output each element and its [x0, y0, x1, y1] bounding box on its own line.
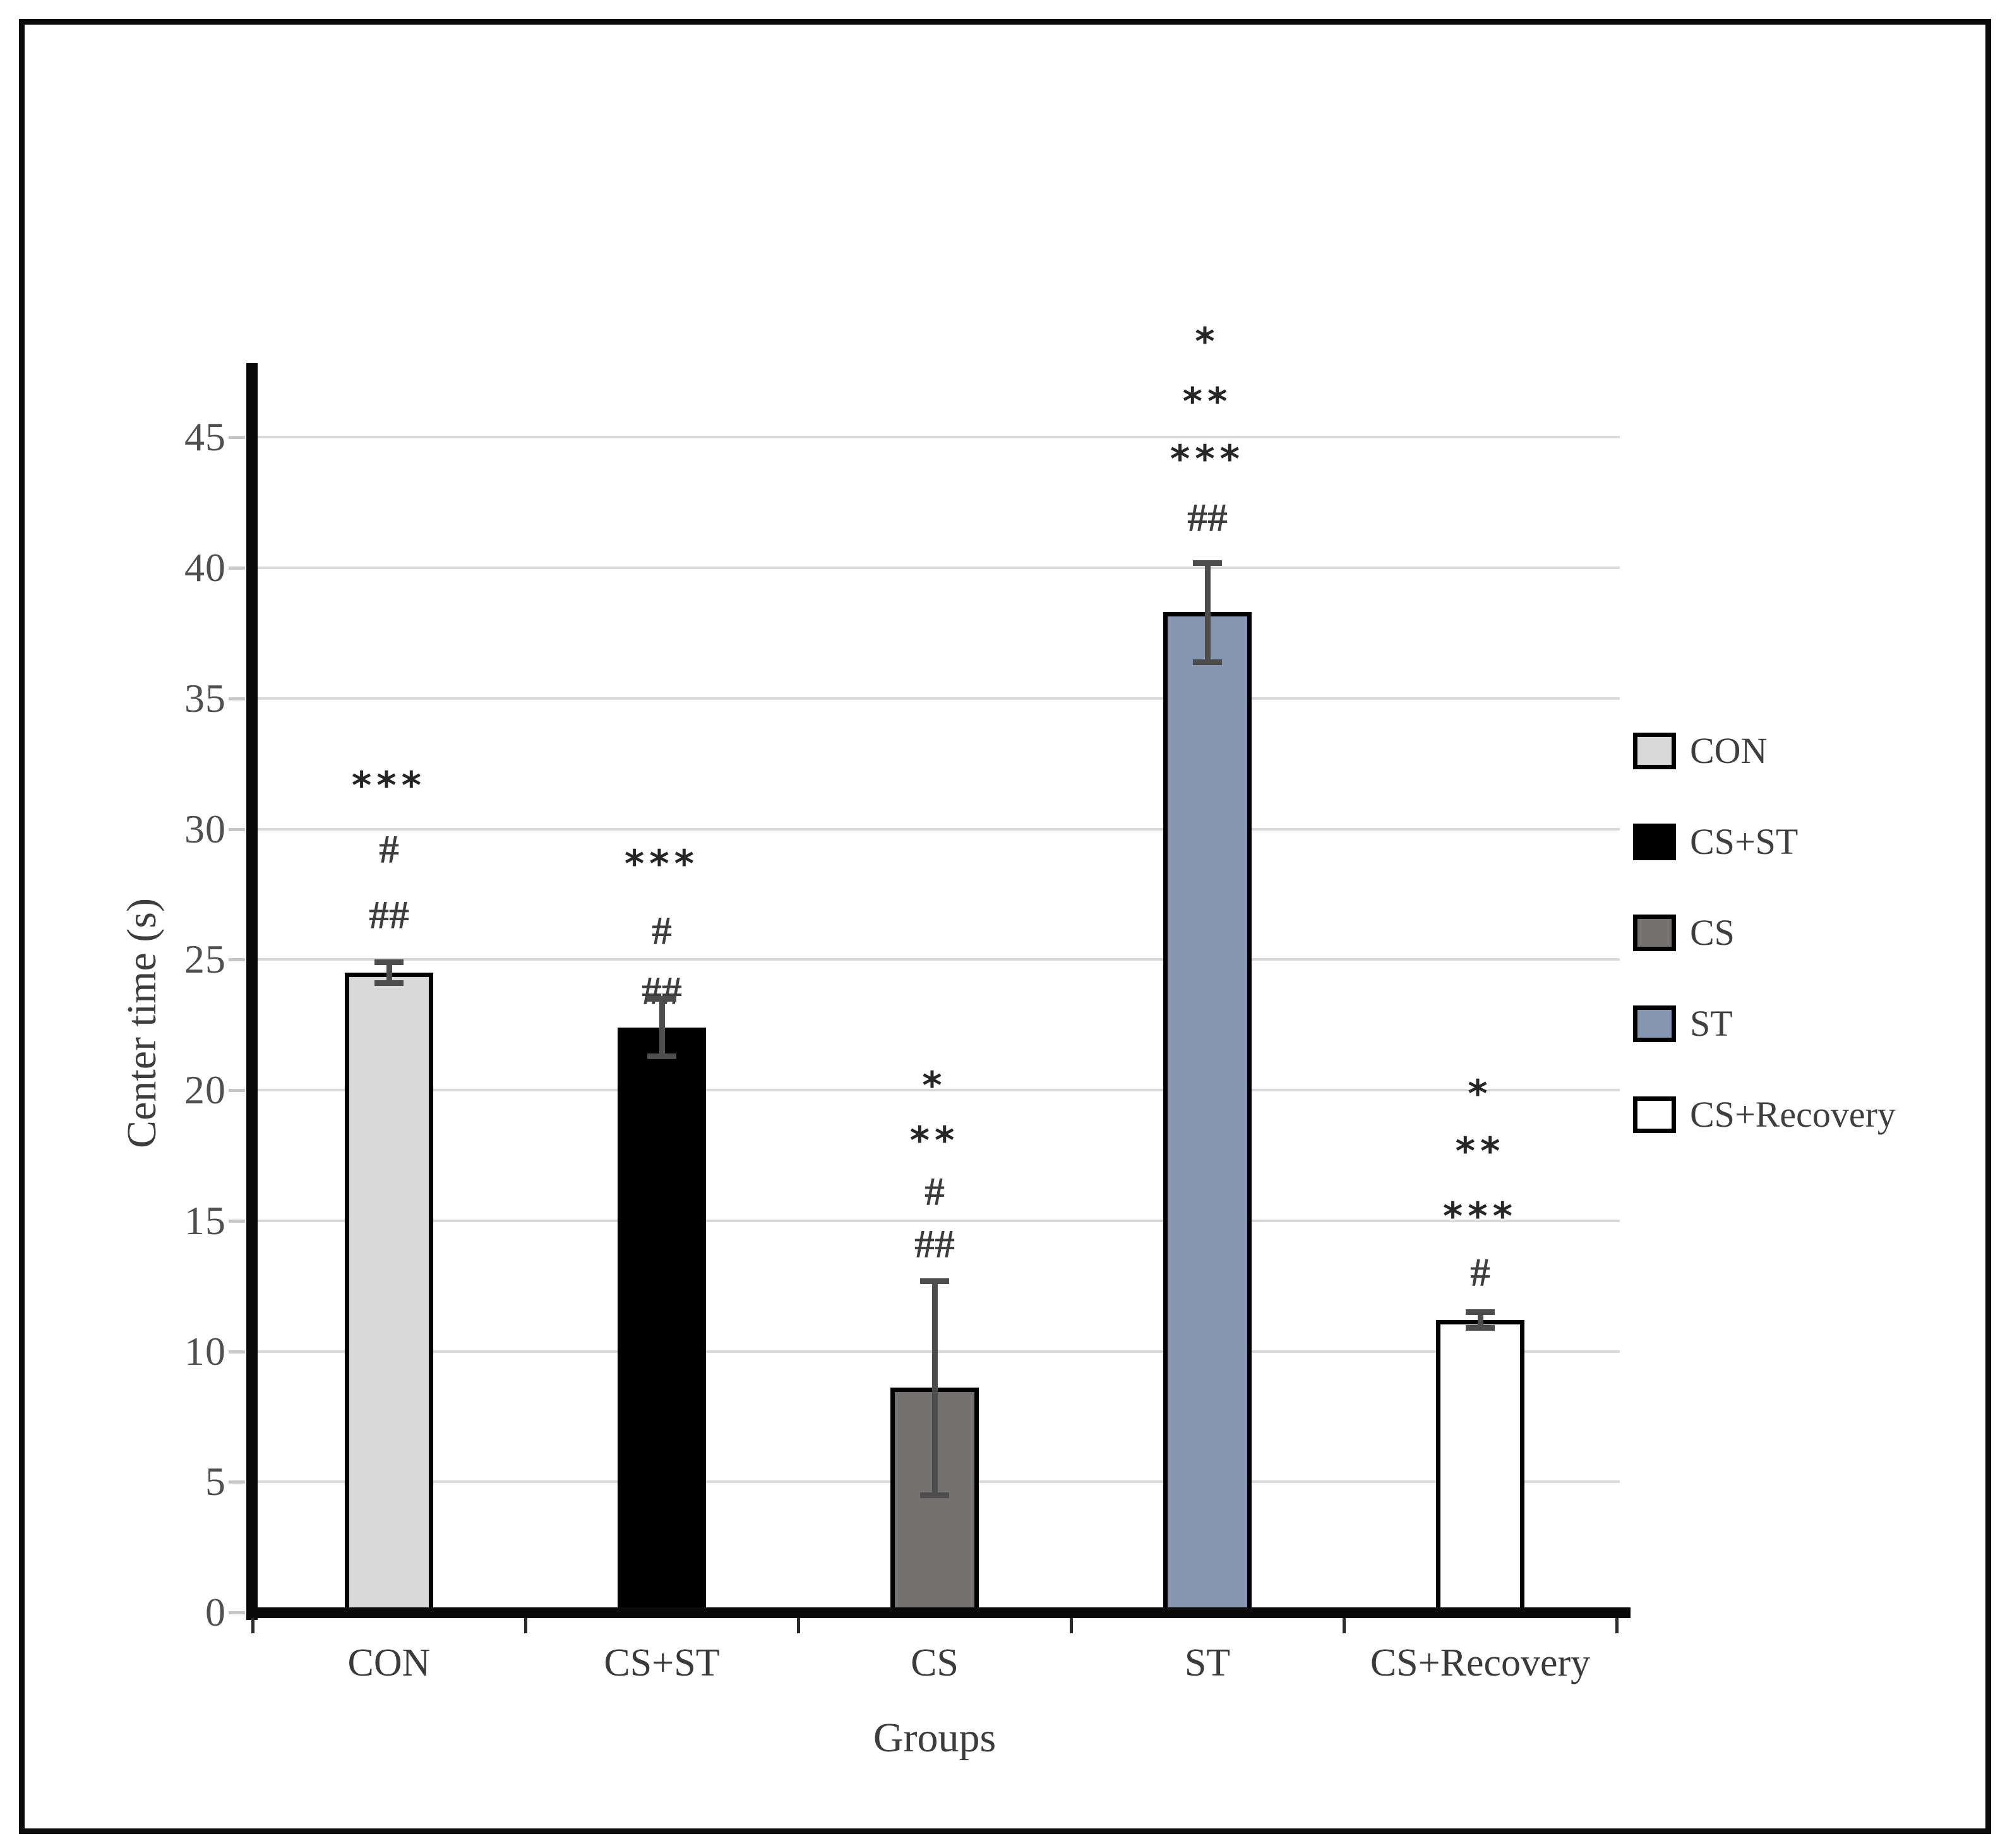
error-bar-cap-bottom: [1466, 1325, 1495, 1331]
y-tick-label: 25: [184, 937, 226, 982]
gridline: [258, 827, 1620, 831]
y-tick-label: 30: [184, 806, 226, 851]
legend-entry: ST: [1633, 1002, 1733, 1045]
y-tick-mark: [229, 1611, 245, 1614]
y-tick-mark: [229, 567, 245, 570]
gridline: [258, 1219, 1620, 1222]
gridline: [258, 1350, 1620, 1353]
significance-hashes: ##: [914, 1221, 955, 1266]
gridline: [258, 958, 1620, 961]
significance-stars: *: [922, 1064, 947, 1108]
y-tick-label: 45: [184, 414, 226, 460]
y-tick-mark: [229, 1219, 245, 1223]
legend-label: CS: [1690, 912, 1735, 953]
error-bar-cap-top: [1466, 1309, 1495, 1316]
x-category-label: CS: [911, 1641, 959, 1684]
significance-stars: *: [1195, 319, 1220, 364]
significance-hashes: #: [652, 908, 672, 953]
significance-stars: ***: [1170, 436, 1245, 481]
legend-swatch: [1633, 732, 1676, 769]
y-tick-label: 15: [184, 1197, 226, 1243]
significance-hashes: #: [925, 1169, 945, 1215]
y-tick-mark: [229, 697, 245, 700]
y-tick-label: 5: [205, 1459, 226, 1504]
error-bar-cap-bottom: [1193, 659, 1222, 665]
y-tick-label: 40: [184, 545, 226, 590]
gridline: [258, 567, 1620, 569]
legend-swatch: [1633, 1096, 1676, 1133]
legend-label: CON: [1690, 730, 1768, 771]
error-bar-cap-bottom: [920, 1492, 949, 1498]
legend-label: ST: [1690, 1003, 1733, 1044]
legend-swatch: [1633, 823, 1676, 860]
legend-swatch: [1633, 914, 1676, 951]
x-tick-mark: [524, 1618, 527, 1633]
error-bar: [659, 999, 665, 1057]
x-tick-mark: [797, 1618, 800, 1633]
bar-CS+ST: [618, 1027, 706, 1612]
y-tick-label: 10: [184, 1328, 226, 1374]
significance-stars: **: [1455, 1129, 1505, 1173]
x-category-label: ST: [1184, 1641, 1231, 1684]
error-bar: [1478, 1312, 1483, 1328]
gridline: [258, 436, 1620, 439]
error-bar: [386, 962, 392, 983]
x-tick-mark: [251, 1618, 254, 1633]
y-tick-label: 35: [184, 675, 226, 721]
error-bar-cap-top: [374, 959, 404, 966]
legend-entry: CS: [1633, 911, 1735, 954]
x-category-label: CS+ST: [604, 1641, 720, 1684]
bar-CON: [345, 972, 433, 1612]
significance-stars: **: [909, 1119, 960, 1163]
y-tick-mark: [229, 436, 245, 440]
error-bar: [932, 1280, 938, 1495]
error-bar: [1205, 562, 1211, 662]
x-tick-mark: [1343, 1618, 1346, 1633]
legend-swatch: [1633, 1005, 1676, 1042]
y-tick-label: 0: [205, 1590, 226, 1635]
error-bar-cap-bottom: [374, 980, 404, 987]
y-axis-line: [246, 363, 258, 1620]
x-axis-title: Groups: [873, 1715, 997, 1761]
x-category-label: CON: [347, 1641, 431, 1684]
y-tick-label: 20: [184, 1067, 226, 1112]
y-axis-title: Center time (s): [119, 898, 165, 1148]
bar-ST: [1163, 612, 1252, 1612]
significance-stars: ***: [1442, 1194, 1518, 1239]
significance-hashes: ##: [369, 892, 409, 937]
significance-stars: *: [1468, 1071, 1493, 1116]
x-tick-mark: [1615, 1618, 1619, 1633]
x-tick-mark: [1070, 1618, 1073, 1633]
x-axis-line: [246, 1607, 1631, 1618]
y-tick-mark: [229, 827, 245, 831]
legend-entry: CON: [1633, 729, 1767, 772]
legend-label: CS+Recovery: [1690, 1094, 1896, 1135]
legend-entry: CS+ST: [1633, 820, 1798, 863]
error-bar-cap-top: [647, 996, 676, 1002]
significance-hashes: #: [379, 827, 399, 872]
error-bar-cap-top: [1193, 560, 1222, 566]
y-tick-mark: [229, 1350, 245, 1353]
y-tick-mark: [229, 958, 245, 962]
significance-stars: **: [1182, 379, 1233, 424]
gridline: [258, 697, 1620, 700]
figure-border: [19, 19, 1991, 1834]
significance-stars: ***: [351, 763, 427, 808]
significance-hashes: ##: [1187, 495, 1228, 541]
y-tick-mark: [229, 1089, 245, 1092]
gridline: [258, 1089, 1620, 1091]
bar-CS+Recovery: [1436, 1319, 1524, 1612]
error-bar-cap-bottom: [647, 1053, 676, 1060]
legend-entry: CS+Recovery: [1633, 1093, 1896, 1136]
significance-hashes: #: [1470, 1250, 1490, 1295]
x-category-label: CS+Recovery: [1370, 1641, 1591, 1684]
significance-stars: ***: [624, 841, 700, 886]
y-tick-mark: [229, 1480, 245, 1484]
error-bar-cap-top: [920, 1278, 949, 1284]
legend-label: CS+ST: [1690, 821, 1799, 862]
